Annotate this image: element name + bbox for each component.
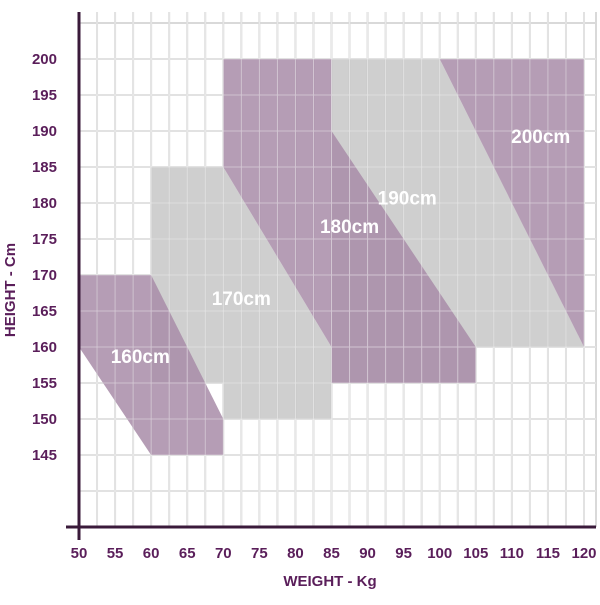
y-tick-label: 175 [32, 231, 57, 248]
region-label-180cm: 180cm [320, 217, 379, 238]
x-tick-label: 50 [71, 545, 88, 562]
region-170cm [151, 167, 332, 419]
axes [66, 12, 596, 540]
x-tick-label: 100 [427, 545, 452, 562]
x-tick-label: 95 [395, 545, 412, 562]
y-tick-label: 185 [32, 159, 57, 176]
x-tick-label: 65 [179, 545, 196, 562]
x-tick-label: 60 [143, 545, 160, 562]
y-tick-label: 145 [32, 447, 57, 464]
x-tick-label: 110 [500, 545, 524, 562]
region-label-170cm: 170cm [212, 289, 271, 310]
x-tick-label: 120 [571, 545, 596, 562]
size-regions [78, 12, 596, 528]
x-tick-label: 70 [215, 545, 232, 562]
x-tick-labels: 50 55 60 65 70 75 80 85 90 95 100 105 110 115 120 [71, 545, 597, 562]
region-label-190cm: 190cm [378, 188, 437, 209]
x-tick-label: 105 [463, 545, 488, 562]
x-tick-label: 90 [359, 545, 376, 562]
region-180cm [223, 59, 476, 383]
y-tick-labels: 145 150 155 160 165 170 175 180 185 190 195 200 [32, 51, 57, 464]
x-tick-label: 80 [287, 545, 304, 562]
region-label-200cm: 200cm [511, 127, 570, 148]
y-tick-label: 180 [32, 195, 57, 212]
y-tick-label: 160 [32, 339, 57, 356]
y-tick-label: 170 [32, 267, 57, 284]
y-tick-label: 155 [32, 375, 57, 392]
x-axis-title: WEIGHT - Kg [283, 573, 376, 590]
x-tick-label: 75 [251, 545, 268, 562]
y-tick-label: 190 [32, 123, 57, 140]
y-tick-label: 200 [32, 51, 57, 68]
region-160cm [79, 275, 224, 455]
y-axis-title: HEIGHT - Cm [2, 243, 19, 337]
x-tick-label: 55 [107, 545, 124, 562]
x-tick-label: 85 [323, 545, 340, 562]
region-200cm [439, 59, 584, 347]
y-tick-label: 150 [32, 411, 57, 428]
grid-overlay [78, 12, 596, 528]
region-label-160cm: 160cm [111, 347, 170, 368]
region-labels: 170cm 190cm 160cm 180cm 200cm [111, 127, 571, 368]
x-tick-label: 115 [536, 545, 560, 562]
y-tick-label: 195 [32, 87, 57, 104]
y-tick-label: 165 [32, 303, 57, 320]
